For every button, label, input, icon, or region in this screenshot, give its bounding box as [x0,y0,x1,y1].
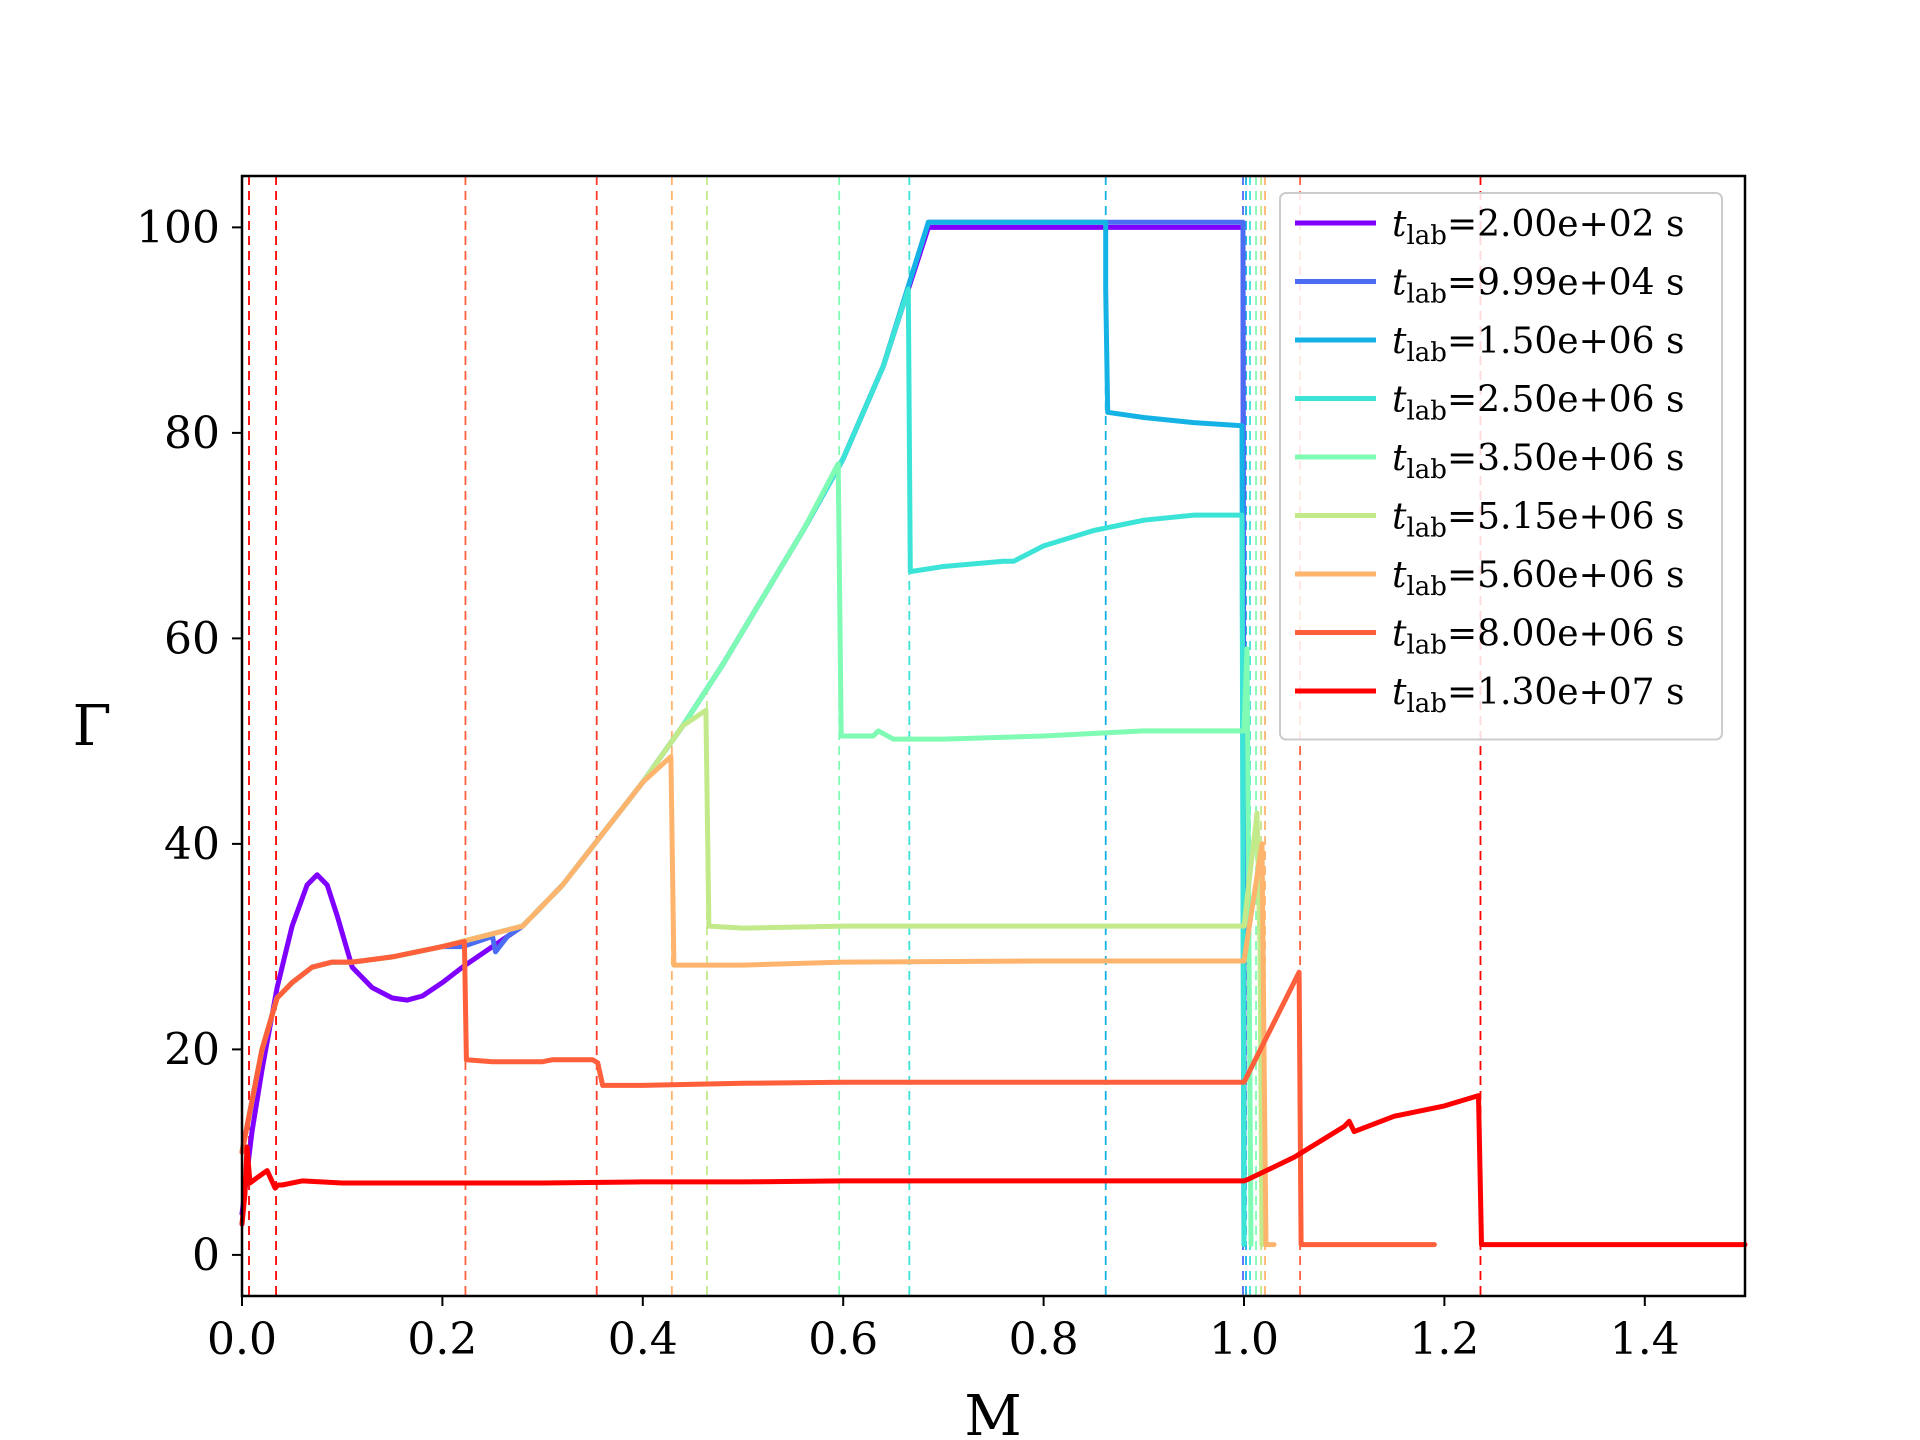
y-tick-label: 80 [164,408,220,459]
legend-entry: tlab=1.50e+06 s [1392,321,1684,368]
x-tick-label: 1.4 [1610,1314,1680,1365]
y-tick-label: 100 [136,202,220,253]
y-tick-label: 60 [164,613,220,664]
legend: tlab=2.00e+02 s tlab=9.99e+04 s tlab=1.50e… [1279,192,1723,741]
series-line-3 [239,286,1247,1248]
legend-entry: tlab=8.00e+06 s [1392,614,1684,661]
legend-entry: tlab=2.50e+06 s [1392,380,1684,427]
x-axis-title: M [964,1384,1021,1440]
legend-box [1279,192,1723,741]
y-axis-title: Γ [73,694,112,759]
axes: 0.0 0.2 0.4 0.6 0.8 1.0 1.2 1.4 0 20 40 60 80 100 [136,174,1747,1365]
x-tick-label: 0.8 [1009,1314,1079,1365]
series-lines [239,219,1748,1248]
x-tick-label: 0.0 [207,1314,277,1365]
x-tick-label: 1.2 [1409,1314,1479,1365]
y-tick-label: 20 [164,1024,220,1075]
series-line-0 [239,224,1247,1248]
legend-entry: tlab=3.50e+06 s [1392,438,1684,485]
x-tick-label: 1.0 [1209,1314,1279,1365]
legend-entry: tlab=5.60e+06 s [1392,555,1684,602]
plot-frame [240,174,1747,1298]
legend-entry: tlab=1.30e+07 s [1392,672,1684,719]
x-tick-label: 0.4 [608,1314,678,1365]
x-tick-label: 0.2 [407,1314,477,1365]
y-tick-label: 0 [192,1230,220,1281]
series-line-5 [239,707,1265,1248]
x-tick-label: 0.6 [808,1314,878,1365]
legend-entry: tlab=5.15e+06 s [1392,497,1684,544]
series-line-7 [239,939,1437,1248]
series-line-4 [239,461,1254,1248]
legend-entry: tlab=9.99e+04 s [1392,263,1684,310]
legend-entry: tlab=2.00e+02 s [1392,204,1684,251]
series-line-8 [239,1093,1748,1248]
y-tick-label: 40 [164,819,220,870]
